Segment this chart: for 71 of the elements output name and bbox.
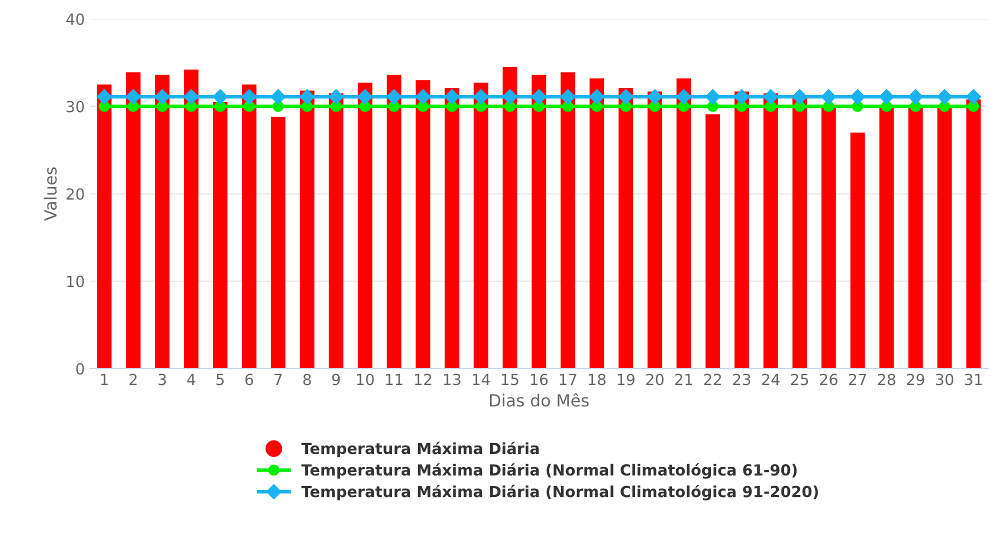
bar [328, 93, 344, 369]
x-tick-label: 7 [274, 374, 282, 386]
x-tick-label: 11 [386, 374, 402, 386]
bar [358, 82, 372, 369]
bar [502, 67, 518, 369]
bar [97, 84, 112, 369]
x-tick-label: 6 [245, 374, 254, 386]
x-tick-label: 30 [936, 374, 954, 386]
x-tick-label: 13 [444, 374, 460, 386]
x-tick-label: 8 [303, 374, 311, 386]
bar [242, 84, 256, 369]
x-tick-label: 16 [530, 374, 548, 386]
x-tick-label: 24 [762, 374, 780, 386]
x-tick-label: 12 [414, 374, 432, 386]
bar [879, 106, 894, 369]
x-tick-label: 10 [357, 374, 374, 386]
x-tick-label: 28 [878, 374, 896, 386]
y-tick-label: 20 [66, 188, 84, 200]
bar [212, 102, 228, 369]
x-tick-label: 1 [101, 374, 108, 386]
x-tick-label: 26 [820, 374, 838, 386]
bar [386, 74, 402, 369]
bar [270, 116, 286, 369]
bar [560, 72, 576, 369]
x-tick-label: 4 [187, 374, 196, 386]
x-tick-label: 23 [733, 374, 750, 386]
x-tick-label: 15 [502, 374, 518, 386]
bar [706, 114, 720, 369]
x-tick-label: 19 [618, 374, 634, 386]
x-tick-label: 31 [964, 374, 982, 386]
y-tick-label: 10 [67, 276, 84, 288]
x-tick-label: 18 [588, 374, 606, 386]
x-tick-label: 17 [560, 374, 576, 386]
bar [126, 72, 141, 369]
x-tick-label: 2 [130, 374, 137, 386]
x-tick-label: 29 [906, 374, 924, 386]
bar [155, 74, 170, 369]
y-tick-label: 0 [76, 363, 84, 375]
bar [590, 78, 604, 369]
bar [648, 92, 662, 369]
bar [763, 93, 778, 369]
x-tick-label: 9 [332, 374, 340, 386]
y-axis-title: Values [44, 167, 57, 221]
bar [444, 88, 460, 369]
bar [300, 90, 314, 369]
bar [966, 99, 981, 369]
bar [850, 132, 865, 369]
bar [416, 80, 430, 369]
bar [618, 88, 634, 369]
bar [676, 78, 692, 369]
bar [184, 70, 198, 369]
x-tick-label: 21 [675, 374, 692, 386]
x-tick-label: 27 [849, 374, 866, 386]
bar [821, 106, 836, 369]
legend-label: Temperatura Máxima Diária [301, 442, 539, 458]
legend-label: Temperatura Máxima Diária (Normal Climatológica 61-90) [301, 463, 797, 479]
x-tick-label: 14 [472, 374, 490, 386]
x-tick-label: 20 [646, 374, 664, 386]
x-tick-label: 22 [704, 374, 721, 386]
x-tick-label: 25 [791, 374, 808, 386]
y-tick-label: 40 [66, 13, 84, 25]
bar [937, 106, 952, 369]
x-axis-title: Dias do Mês [490, 393, 589, 407]
legend-label: Temperatura Máxima Diária (Normal Climatológica 91-2020) [301, 484, 818, 500]
x-tick-label: 3 [158, 374, 166, 386]
y-tick-label: 30 [66, 100, 84, 112]
x-tick-label: 5 [216, 374, 224, 386]
bar [474, 82, 488, 369]
bar [908, 106, 923, 369]
bar [734, 92, 749, 369]
bar [532, 74, 546, 369]
